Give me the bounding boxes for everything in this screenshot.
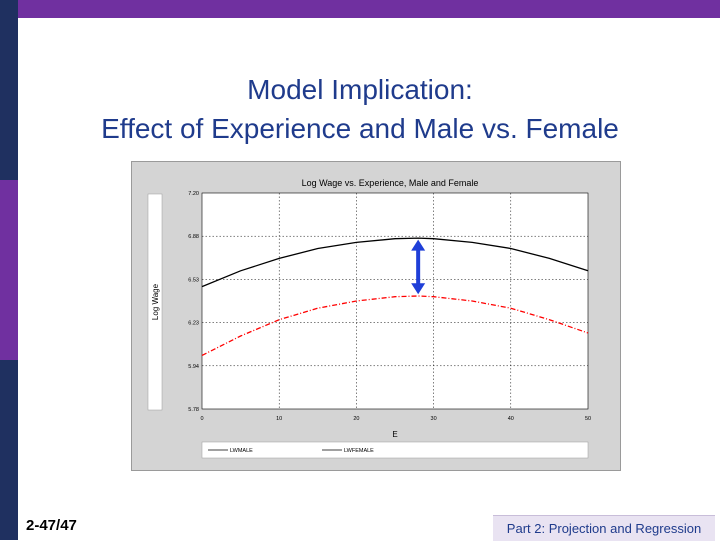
y-tick-labels: 5.78 5.94 6.23 6.53 6.88 7.20 <box>188 191 199 413</box>
line-chart: Log Wage Log Wage vs. Experience, Male a… <box>147 178 591 459</box>
top-accent-bar <box>18 0 720 18</box>
y-tick-label: 6.88 <box>188 234 199 240</box>
slide-title-line1: Model Implication: <box>247 74 473 105</box>
series-lines <box>201 237 589 356</box>
footer-label: Part 2: Projection and Regression <box>493 515 715 541</box>
chart-frame: Log Wage Log Wage vs. Experience, Male a… <box>131 161 621 471</box>
x-tick-label: 10 <box>276 416 282 422</box>
x-tick-label: 20 <box>353 416 359 422</box>
grid-lines <box>202 193 588 409</box>
x-tick-label: 40 <box>508 416 514 422</box>
x-tick-labels: 0 10 20 30 40 50 <box>200 416 591 422</box>
x-tick-label: 30 <box>431 416 437 422</box>
x-axis-label: E <box>392 430 397 439</box>
y-tick-label: 5.78 <box>188 407 199 413</box>
legend-label: LWMALE <box>230 448 253 454</box>
y-tick-label: 7.20 <box>188 191 199 197</box>
plot-area <box>201 192 589 410</box>
arrow-head-up <box>411 239 426 251</box>
legend <box>201 441 589 459</box>
series-line-lwmale <box>201 237 589 288</box>
arrow-head-down <box>411 283 426 295</box>
y-tick-label: 6.23 <box>188 321 199 327</box>
slide-title: Model Implication: Effect of Experience … <box>0 70 720 148</box>
ylabel-panel <box>147 193 163 411</box>
y-axis-label: Log Wage <box>151 283 160 320</box>
left-accent-strip <box>0 0 18 540</box>
y-tick-label: 5.94 <box>188 364 199 370</box>
legend-label: LWFEMALE <box>344 448 374 454</box>
x-tick-label: 0 <box>200 416 203 422</box>
legend-entries: LWMALE LWFEMALE <box>208 448 374 454</box>
chart-title: Log Wage vs. Experience, Male and Female <box>302 178 479 188</box>
y-tick-label: 6.53 <box>188 277 199 283</box>
slide-title-line2: Effect of Experience and Male vs. Female <box>101 113 619 144</box>
gap-arrow <box>411 239 426 295</box>
x-tick-label: 50 <box>585 416 591 422</box>
slide-number: 2-47/47 <box>26 517 77 534</box>
